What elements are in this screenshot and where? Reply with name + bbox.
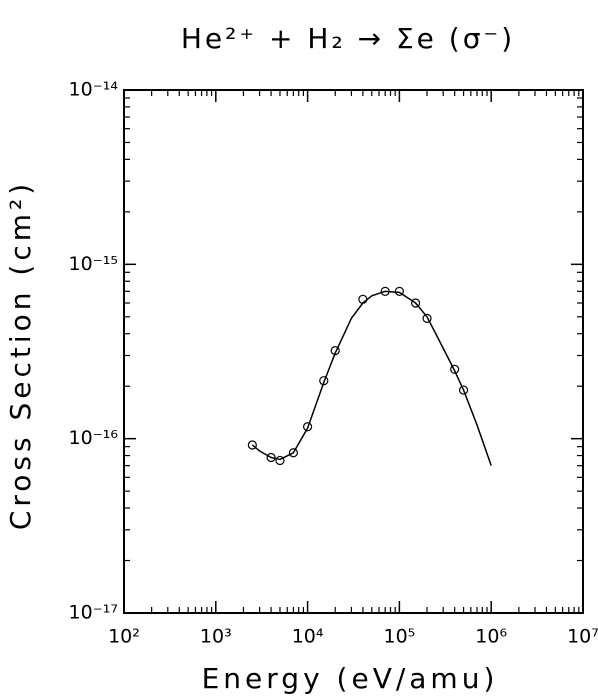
y-tick-label: 10⁻¹⁷ <box>69 602 118 624</box>
x-tick-label: 10⁶ <box>475 626 507 648</box>
data-point <box>458 385 469 395</box>
x-tick-label: 10⁷ <box>567 626 598 648</box>
chart-title: He²⁺ + H₂ → Σe (σ⁻) <box>181 22 515 55</box>
x-axis-label: Energy (eV/amu) <box>202 662 499 695</box>
data-point <box>422 313 432 323</box>
x-tick-label: 10² <box>108 626 140 648</box>
data-point <box>450 364 460 374</box>
fit-line <box>251 290 492 466</box>
data-point <box>303 422 313 432</box>
data-point <box>288 448 298 458</box>
data-point <box>410 298 421 308</box>
y-axis-label: Cross Section (cm²) <box>4 180 37 530</box>
data-point <box>247 440 257 450</box>
x-tick-label: 10³ <box>200 626 232 648</box>
data-point <box>266 452 276 463</box>
y-tick-label: 10⁻¹⁵ <box>69 253 118 275</box>
y-tick-label: 10⁻¹⁶ <box>69 427 118 449</box>
data-point <box>394 286 404 296</box>
x-tick-label: 10⁵ <box>384 626 416 648</box>
plot-frame <box>123 89 584 614</box>
y-tick-label: 10⁻¹⁴ <box>69 79 119 101</box>
x-tick-label: 10⁴ <box>292 626 324 648</box>
data-point <box>275 455 285 466</box>
